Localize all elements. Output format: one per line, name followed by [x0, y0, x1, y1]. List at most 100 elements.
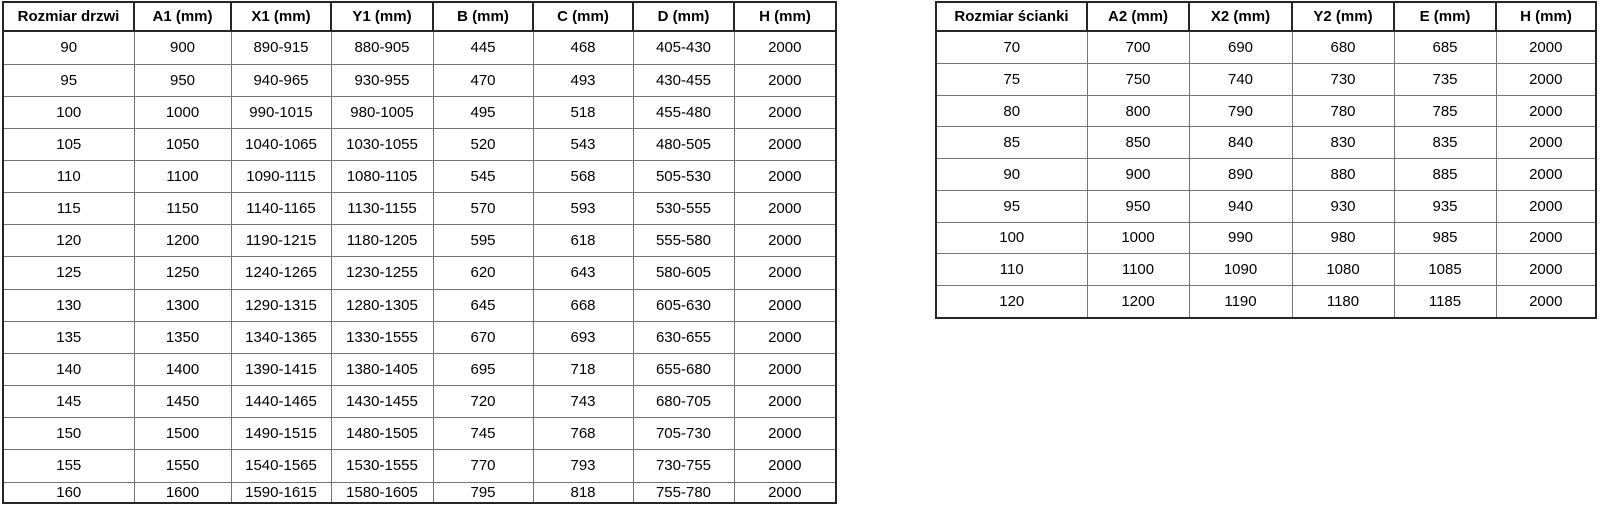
- table-cell: 85: [935, 126, 1088, 160]
- table-cell: 740: [1188, 63, 1293, 96]
- table-cell: 755-780: [632, 481, 735, 504]
- table-cell: 935: [1393, 189, 1497, 223]
- table-cell: 1540-1565: [230, 449, 332, 483]
- table-cell: 1000: [133, 95, 232, 129]
- table-row: 110 1100 1090 1080 1085 2000: [935, 253, 1597, 286]
- table-cell: 835: [1393, 126, 1497, 160]
- table-cell: 2000: [733, 256, 837, 290]
- table-row: 70 700 690 680 685 2000: [935, 30, 1597, 65]
- table-cell: 1090-1115: [230, 159, 332, 194]
- table-cell: 580-605: [632, 256, 735, 290]
- table-cell: 680-705: [632, 384, 735, 419]
- table-row: 115 1150 1140-1165 1130-1155 570 593 530-555 20…: [2, 192, 837, 226]
- table-cell: 1040-1065: [230, 127, 332, 161]
- column-header: C (mm): [532, 1, 634, 32]
- table-cell: 520: [432, 127, 534, 161]
- wall-table-body: 70 700 690 680 685 2000 75 750 740 730 735 2000 80 80…: [935, 30, 1597, 319]
- table-cell: 643: [532, 256, 634, 290]
- table-cell: 720: [432, 384, 534, 419]
- table-row: 90 900 890-915 880-905 445 468 405-430 2000: [2, 30, 837, 65]
- column-header: D (mm): [632, 1, 735, 32]
- table-cell: 75: [935, 63, 1088, 96]
- table-cell: 1590-1615: [230, 481, 332, 504]
- table-cell: 2000: [733, 192, 837, 226]
- table-cell: 850: [1086, 126, 1190, 160]
- table-cell: 430-455: [632, 63, 735, 97]
- table-cell: 785: [1393, 94, 1497, 128]
- wall-size-table: Rozmiar ścianki A2 (mm) X2 (mm) Y2 (mm) E (m…: [935, 1, 1597, 319]
- table-cell: 1200: [1086, 284, 1190, 319]
- table-cell: 570: [432, 192, 534, 226]
- table-cell: 2000: [733, 352, 837, 386]
- table-cell: 120: [2, 224, 135, 258]
- table-cell: 2000: [733, 288, 837, 322]
- column-header: E (mm): [1393, 1, 1497, 32]
- table-cell: 990: [1188, 221, 1293, 255]
- table-cell: 690: [1188, 30, 1293, 65]
- table-cell: 668: [532, 288, 634, 322]
- table-cell: 1390-1415: [230, 352, 332, 386]
- table-cell: 745: [432, 417, 534, 451]
- door-table-header: Rozmiar drzwi A1 (mm) X1 (mm) Y1 (mm) B (mm)…: [2, 1, 837, 32]
- table-row: 95 950 940 930 935 2000: [935, 189, 1597, 223]
- table-cell: 2000: [1495, 158, 1597, 191]
- table-row: 135 1350 1340-1365 1330-1555 670 693 630-655 20…: [2, 320, 837, 354]
- table-cell: 2000: [733, 417, 837, 451]
- table-cell: 830: [1291, 126, 1395, 160]
- column-header: H (mm): [1495, 1, 1597, 32]
- table-cell: 950: [1086, 189, 1190, 223]
- table-row: 155 1550 1540-1565 1530-1555 770 793 730-755 20…: [2, 449, 837, 483]
- table-cell: 125: [2, 256, 135, 290]
- wall-table-header: Rozmiar ścianki A2 (mm) X2 (mm) Y2 (mm) E (m…: [935, 1, 1597, 32]
- table-cell: 1530-1555: [330, 449, 434, 483]
- table-cell: 493: [532, 63, 634, 97]
- table-row: 160 1600 1590-1615 1580-1605 795 818 755-780 20…: [2, 481, 837, 504]
- table-cell: 1400: [133, 352, 232, 386]
- table-cell: 105: [2, 127, 135, 161]
- door-size-table: Rozmiar drzwi A1 (mm) X1 (mm) Y1 (mm) B (mm)…: [2, 1, 837, 504]
- table-cell: 2000: [733, 224, 837, 258]
- table-cell: 480-505: [632, 127, 735, 161]
- table-cell: 530-555: [632, 192, 735, 226]
- table-cell: 885: [1393, 158, 1497, 191]
- table-cell: 685: [1393, 30, 1497, 65]
- table-row: 120 1200 1190-1215 1180-1205 595 618 555-580 20…: [2, 224, 837, 258]
- table-cell: 1380-1405: [330, 352, 434, 386]
- table-cell: 670: [432, 320, 534, 354]
- table-cell: 980-1005: [330, 95, 434, 129]
- table-row: 105 1050 1040-1065 1030-1055 520 543 480-505 20…: [2, 127, 837, 161]
- table-cell: 1250: [133, 256, 232, 290]
- table-cell: 2000: [1495, 63, 1597, 96]
- table-cell: 1130-1155: [330, 192, 434, 226]
- table-cell: 2000: [733, 95, 837, 129]
- table-cell: 1600: [133, 481, 232, 504]
- table-cell: 605-630: [632, 288, 735, 322]
- table-cell: 1000: [1086, 221, 1190, 255]
- column-header: X1 (mm): [230, 1, 332, 32]
- table-cell: 150: [2, 417, 135, 451]
- table-cell: 1090: [1188, 253, 1293, 286]
- table-cell: 505-530: [632, 159, 735, 194]
- table-cell: 900: [133, 30, 232, 65]
- table-cell: 90: [935, 158, 1088, 191]
- table-cell: 793: [532, 449, 634, 483]
- table-cell: 80: [935, 94, 1088, 128]
- column-header: B (mm): [432, 1, 534, 32]
- table-cell: 900: [1086, 158, 1190, 191]
- table-cell: 1030-1055: [330, 127, 434, 161]
- table-row: 90 900 890 880 885 2000: [935, 158, 1597, 191]
- table-cell: 2000: [733, 384, 837, 419]
- table-cell: 880-905: [330, 30, 434, 65]
- table-cell: 2000: [733, 30, 837, 65]
- table-cell: 2000: [733, 481, 837, 504]
- table-cell: 718: [532, 352, 634, 386]
- table-cell: 1440-1465: [230, 384, 332, 419]
- column-header: Rozmiar drzwi: [2, 1, 135, 32]
- table-cell: 985: [1393, 221, 1497, 255]
- table-cell: 730: [1291, 63, 1395, 96]
- table-cell: 695: [432, 352, 534, 386]
- table-cell: 145: [2, 384, 135, 419]
- table-cell: 1280-1305: [330, 288, 434, 322]
- table-cell: 930-955: [330, 63, 434, 97]
